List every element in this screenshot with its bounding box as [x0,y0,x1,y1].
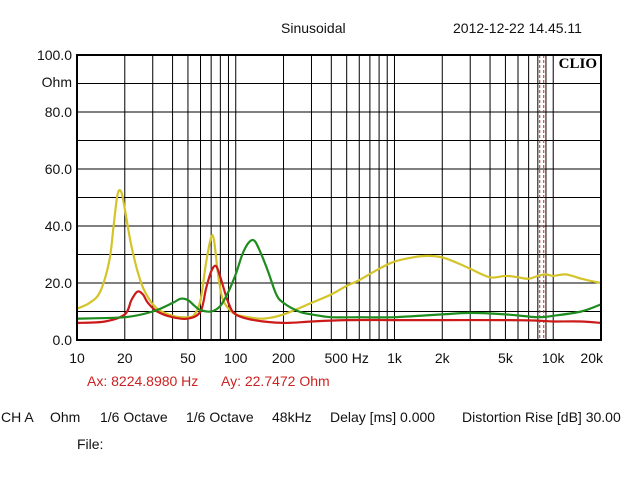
series-layer [76,189,602,325]
y-tick-labels: 0.0 20.0 40.0 60.0 80.0 100.0 [37,47,72,348]
x-tick-labels: 10 20 50 100 200 500 Hz 1k 2k 5k 10k 20k [69,350,604,366]
y-tick-label: 80.0 [45,104,72,120]
channel-label: CH A [1,409,34,425]
impedance-chart: 0.0 20.0 40.0 60.0 80.0 100.0 10 20 50 100 200 500… [37,47,604,366]
plot-frame [76,54,602,341]
y-tick-label: 60.0 [45,161,72,177]
series-line-3 [76,238,602,320]
x-tick-label: 50 [180,350,196,366]
x-tick-label: 200 [272,350,296,366]
cursor-y-readout: Ay: 22.7472 Ohm [221,373,330,389]
y-tick-label: 20.0 [45,275,72,291]
smoothing-setting-1: 1/6 Octave [100,409,168,425]
x-tick-label: 5k [498,350,514,366]
y-axis-unit: Ohm [42,74,72,90]
unit-label: Ohm [50,409,81,425]
file-label: File: [77,436,104,452]
x-tick-label: 20k [580,350,604,366]
y-tick-label: 0.0 [53,332,73,348]
delay-setting: Delay [ms] 0.000 [330,409,436,425]
series-line-2 [76,264,602,325]
series-line-1 [76,189,602,320]
smoothing-setting-2: 1/6 Octave [186,409,254,425]
x-tick-label: 2k [435,350,451,366]
x-tick-label: 20 [117,350,133,366]
cursor-layer [539,55,545,340]
x-tick-label: 100 [224,350,248,366]
cursor-x-readout: Ax: 8224.8980 Hz [87,373,199,389]
timestamp: 2012-12-22 14.45.11 [453,20,582,36]
distortion-rise-setting: Distortion Rise [dB] 30.00 [462,409,621,425]
sample-rate: 48kHz [272,409,312,425]
x-tick-label: 10k [542,350,566,366]
x-tick-label: 500 Hz [325,350,369,366]
measurement-mode: Sinusoidal [281,20,346,36]
clio-logo: CLIO [559,56,597,72]
x-tick-label: 10 [69,350,85,366]
y-tick-label: 100.0 [37,47,72,63]
x-tick-label: 1k [387,350,403,366]
chart-grid [77,55,601,340]
y-tick-label: 40.0 [45,218,72,234]
